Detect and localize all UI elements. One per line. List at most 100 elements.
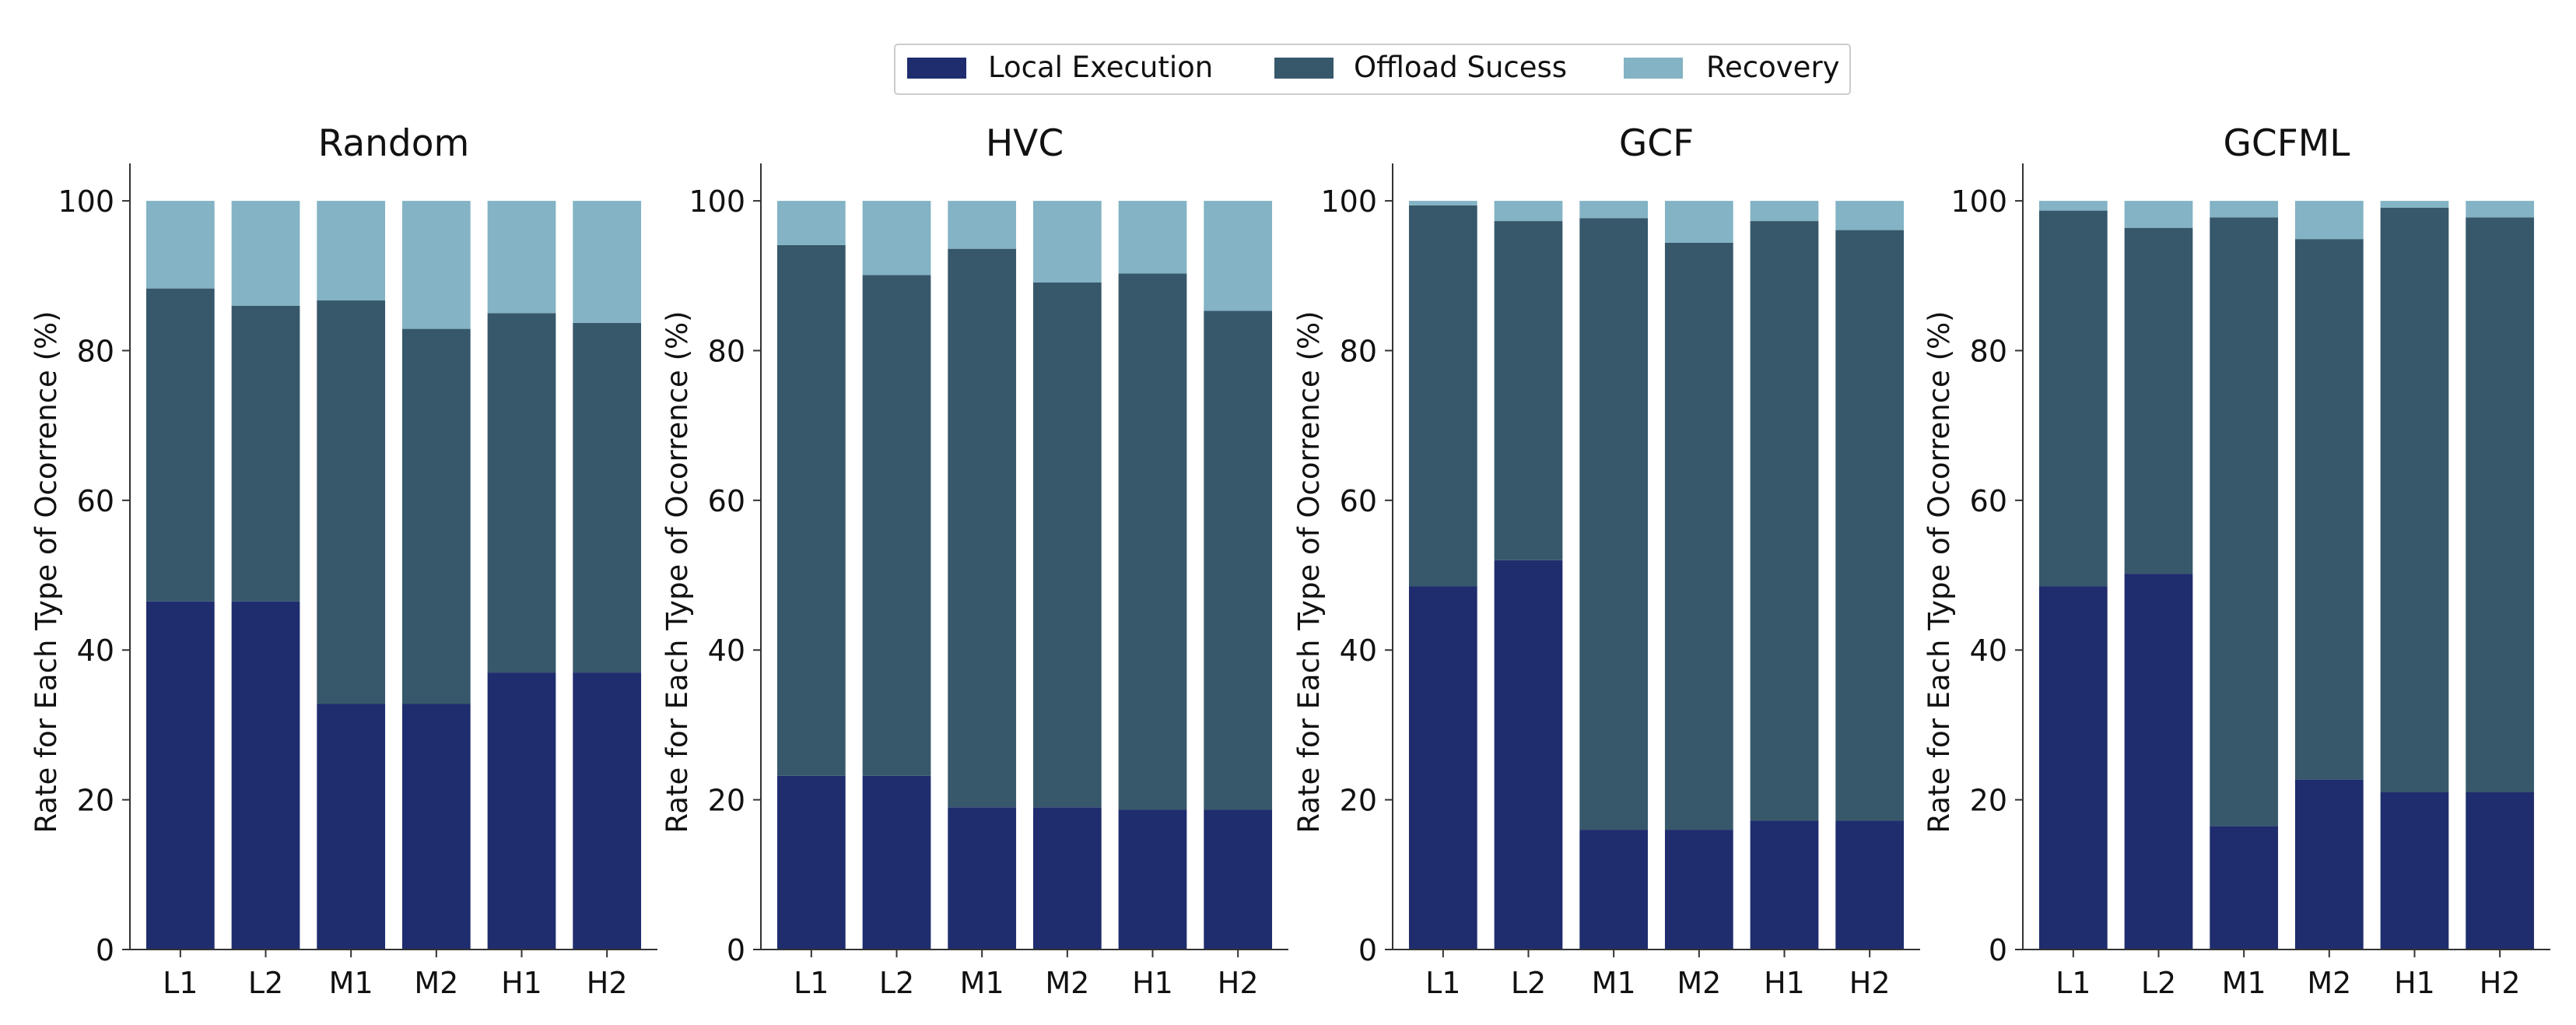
y-tick-label: 40: [708, 634, 745, 668]
bar-offload-sucess-l2: [1494, 221, 1563, 560]
bar-recovery-h1: [2380, 201, 2449, 208]
bar-recovery-m2: [1664, 201, 1733, 243]
panel-title: GCFML: [2223, 122, 2350, 165]
x-tick-label: L1: [794, 966, 829, 1000]
y-tick-label: 60: [77, 484, 114, 518]
bar-local-execution-h1: [1750, 820, 1819, 950]
x-tick-label: L1: [1425, 966, 1460, 1000]
bar-recovery-l2: [2124, 201, 2193, 228]
y-tick-label: 100: [58, 184, 114, 219]
bar-recovery-m2: [2294, 201, 2364, 240]
bar-local-execution-l2: [2124, 574, 2193, 950]
y-tick-label: 40: [77, 634, 114, 668]
y-tick-label: 20: [708, 784, 745, 818]
x-tick-label: H1: [1764, 966, 1805, 1000]
x-tick-label: L1: [2056, 966, 2091, 1000]
bar-offload-sucess-l1: [776, 244, 846, 776]
legend-swatch-offload-sucess: [1274, 58, 1334, 79]
bar-local-execution-h1: [487, 672, 556, 950]
bar-offload-sucess-h2: [1835, 230, 1905, 821]
bar-recovery-m2: [401, 201, 471, 329]
bar-local-execution-l2: [231, 601, 300, 950]
bar-recovery-m2: [1032, 201, 1102, 283]
bar-recovery-m1: [317, 201, 386, 301]
bar-offload-sucess-m1: [1579, 218, 1649, 830]
y-axis-label: Rate for Each Type of Ocorrence (%): [661, 311, 694, 833]
panel-title: GCF: [1619, 122, 1694, 165]
bar-offload-sucess-h2: [1204, 311, 1273, 810]
bar-recovery-m1: [2210, 201, 2279, 218]
bar-local-execution-m2: [1032, 807, 1102, 950]
bar-recovery-h2: [1204, 201, 1273, 311]
x-tick-label: M1: [2222, 966, 2266, 1000]
bar-local-execution-l2: [1494, 560, 1563, 950]
x-tick-label: H2: [2480, 966, 2521, 1000]
y-tick-label: 80: [1340, 334, 1377, 368]
panel-title: Random: [318, 122, 470, 165]
bar-local-execution-h1: [2380, 792, 2449, 950]
bar-offload-sucess-h2: [573, 322, 642, 673]
bar-recovery-h2: [2466, 201, 2535, 218]
bar-local-execution-m1: [948, 807, 1017, 950]
x-tick-label: L1: [163, 966, 198, 1000]
bar-offload-sucess-m2: [2294, 239, 2364, 780]
y-axis-label: Rate for Each Type of Ocorrence (%): [30, 311, 63, 833]
bar-recovery-m1: [1579, 201, 1649, 219]
y-tick-label: 20: [1970, 784, 2007, 818]
legend-label-offload-sucess: Offload Sucess: [1354, 51, 1567, 84]
bar-offload-sucess-l2: [862, 275, 931, 776]
y-tick-label: 60: [708, 484, 745, 518]
bar-local-execution-m1: [2210, 826, 2279, 950]
legend-swatch-local-execution: [907, 58, 966, 79]
bar-recovery-l1: [2038, 201, 2108, 211]
y-tick-label: 60: [1340, 484, 1377, 518]
y-axis-label: Rate for Each Type of Ocorrence (%): [1922, 311, 1956, 833]
x-tick-label: M1: [1592, 966, 1636, 1000]
x-tick-label: M2: [1677, 966, 1721, 1000]
bar-local-execution-m2: [1664, 830, 1733, 950]
bar-offload-sucess-m2: [1664, 242, 1733, 830]
y-tick-label: 40: [1340, 634, 1377, 668]
legend: Local Execution Offload Sucess Recovery: [894, 44, 1851, 95]
x-tick-label: M2: [2307, 966, 2351, 1000]
x-tick-label: H1: [501, 966, 542, 1000]
legend-label-local-execution: Local Execution: [988, 51, 1213, 84]
bar-offload-sucess-h1: [2380, 207, 2449, 792]
bar-recovery-l1: [145, 201, 215, 289]
y-tick-label: 100: [1950, 184, 2007, 219]
x-tick-label: L2: [248, 966, 283, 1000]
bar-recovery-h1: [487, 201, 556, 314]
x-tick-label: L2: [879, 966, 914, 1000]
bar-offload-sucess-h1: [1118, 273, 1187, 810]
bar-recovery-h2: [573, 201, 642, 323]
x-tick-label: L2: [2141, 966, 2176, 1000]
y-tick-label: 80: [1970, 334, 2007, 368]
y-tick-label: 0: [727, 933, 745, 967]
panel-gcf: GCF Rate for Each Type of Ocorrence (%) L1…: [1292, 122, 1920, 1000]
bar-recovery-m1: [948, 201, 1017, 249]
x-tick-label: H1: [1132, 966, 1173, 1000]
bar-local-execution-m1: [317, 704, 386, 950]
bar-local-execution-l1: [2038, 586, 2108, 950]
bar-local-execution-h2: [1204, 809, 1273, 950]
x-tick-label: M2: [1045, 966, 1089, 1000]
y-tick-label: 0: [1989, 933, 2007, 967]
x-tick-label: M1: [329, 966, 373, 1000]
bar-offload-sucess-m1: [2210, 217, 2279, 827]
chart-panels: Random Rate for Each Type of Ocorrence (%…: [30, 122, 2550, 1000]
legend-label-recovery: Recovery: [1706, 51, 1840, 84]
y-tick-label: 20: [77, 784, 114, 818]
bar-recovery-l1: [1408, 201, 1477, 205]
bar-recovery-h2: [1835, 201, 1905, 230]
x-tick-label: M1: [960, 966, 1004, 1000]
bar-offload-sucess-m1: [317, 300, 386, 704]
bar-offload-sucess-h1: [1750, 221, 1819, 821]
y-tick-label: 100: [1320, 184, 1377, 219]
bar-recovery-h1: [1118, 201, 1187, 274]
y-tick-label: 0: [1358, 933, 1377, 967]
x-tick-label: H1: [2394, 966, 2435, 1000]
y-tick-label: 100: [689, 184, 745, 219]
x-tick-label: H2: [587, 966, 628, 1000]
y-tick-label: 20: [1340, 784, 1377, 818]
